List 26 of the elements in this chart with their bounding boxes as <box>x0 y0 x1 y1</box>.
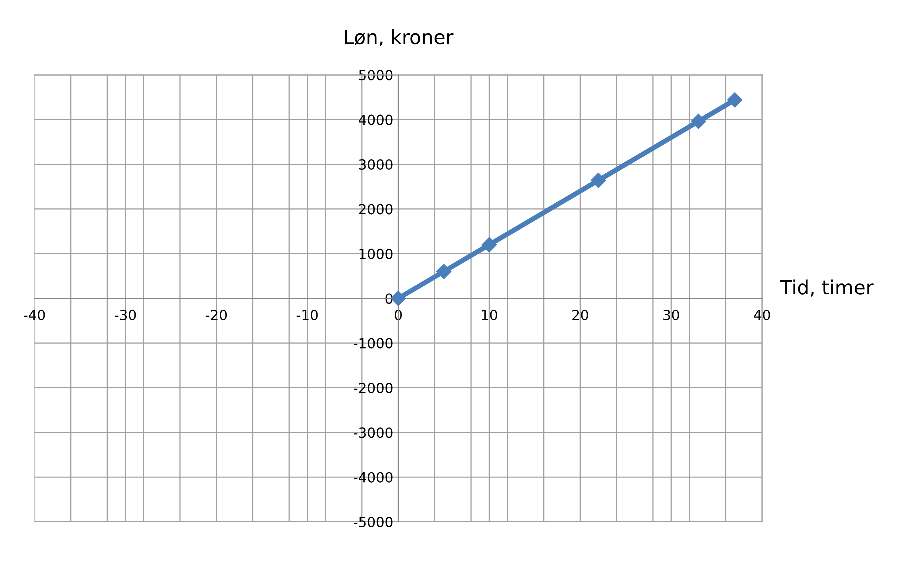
x-tick-label: -40 <box>24 310 46 320</box>
point <box>691 114 706 130</box>
x-tick-label: -20 <box>206 310 228 320</box>
y-tick-label: -2000 <box>354 382 393 394</box>
y-tick-label: 5000 <box>359 70 393 81</box>
y-axis-title: Løn, kroner <box>345 30 454 47</box>
y-tick-label: -5000 <box>354 517 393 528</box>
y-tick-label: -1000 <box>354 338 393 349</box>
y-tick-label: 1000 <box>360 248 393 260</box>
point <box>591 173 606 188</box>
y-tick-label: -3000 <box>354 428 393 438</box>
x-tick-label: 20 <box>572 310 588 320</box>
x-tick-label: 10 <box>482 310 498 320</box>
point <box>728 92 743 108</box>
x-tick-label: 30 <box>664 310 680 320</box>
point <box>390 291 406 306</box>
x-axis-title: Tid, timer <box>780 280 874 297</box>
y-tick-label: 3000 <box>359 159 393 170</box>
x-tick-label: 40 <box>754 310 770 320</box>
y-tick-label: -4000 <box>354 472 393 483</box>
point <box>482 237 498 253</box>
x-tick-label: -30 <box>114 310 136 320</box>
y-tick-label: 2000 <box>359 204 393 215</box>
x-tick-label: -10 <box>296 310 318 320</box>
y-tick-label: 4000 <box>358 114 393 126</box>
point <box>436 264 452 280</box>
